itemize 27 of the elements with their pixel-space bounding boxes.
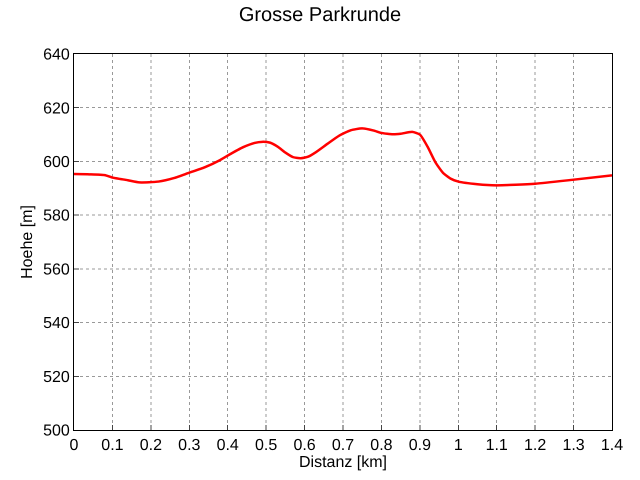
x-tick-label: 0.1 [101,437,124,454]
y-tick-label: 620 [43,100,70,118]
line-series [74,127,612,187]
y-tick-label: 600 [43,154,70,172]
x-tick-label: 1 [454,437,463,454]
x-axis-title: Distanz [km] [298,454,388,472]
x-tick-label: 1.1 [486,437,508,454]
x-tick-label: 0.4 [216,437,239,454]
x-tick-label: 0.5 [255,437,278,454]
chart-title: Grosse Parkrunde [238,4,402,26]
x-tick-label: 0.3 [178,437,201,454]
x-tick-label: 0.8 [370,437,393,454]
x-tick-label: 0 [70,437,79,454]
y-axis-title: Hoehe [m] [18,205,36,279]
y-tick-label: 520 [43,368,70,386]
x-tick-label: 0.6 [293,437,316,454]
x-tick-label: 0.2 [140,437,162,454]
y-tick-label: 540 [43,315,70,332]
x-tick-label: 0.7 [332,437,354,454]
x-tick-label: 1.2 [524,437,546,454]
y-tick-label: 640 [43,46,70,64]
x-tick-label: 0.9 [408,437,432,454]
x-tick-label: 1.4 [600,437,624,454]
y-tick-label: 500 [43,422,70,440]
y-tick-label: 580 [43,208,70,225]
x-tick-label: 1.3 [562,437,585,454]
y-tick-label: 560 [43,261,70,278]
